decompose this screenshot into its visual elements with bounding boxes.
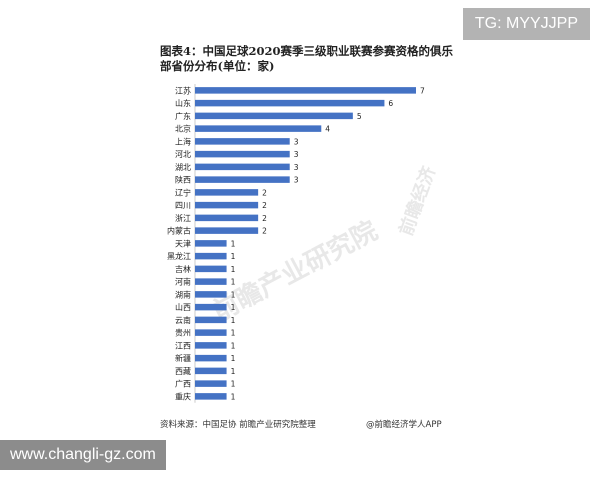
- source-note: 资料来源：中国足协 前瞻产业研究院整理: [160, 420, 316, 430]
- chart-title: 图表4：中国足球2020赛季三级职业联赛参赛资格的俱乐部省份分布(单位：家): [160, 44, 454, 73]
- bar: [195, 112, 353, 120]
- value-label: 1: [231, 354, 236, 363]
- value-label: 1: [231, 290, 236, 299]
- bar: [195, 125, 322, 132]
- tg-badge: TG: MYYJJPP: [462, 8, 590, 40]
- bar: [195, 252, 227, 260]
- value-label: 2: [262, 227, 267, 236]
- category-label: 江西: [175, 341, 191, 350]
- category-label: 广西: [175, 379, 191, 389]
- bar: [195, 240, 227, 247]
- bar: [195, 99, 385, 107]
- category-label: 四川: [175, 201, 191, 210]
- category-label: 辽宁: [175, 187, 191, 197]
- category-label: 西藏: [175, 366, 191, 376]
- value-label: 2: [262, 201, 267, 210]
- value-label: 1: [231, 341, 236, 350]
- value-label: 1: [231, 380, 236, 389]
- category-label: 山西: [175, 302, 191, 312]
- bar: [195, 342, 227, 349]
- bar: [195, 176, 290, 183]
- bar: [195, 380, 227, 387]
- value-label: 1: [231, 329, 236, 338]
- brand-note: @前瞻经济学人APP: [366, 420, 442, 430]
- category-label: 江苏: [175, 85, 191, 95]
- category-label: 上海: [175, 136, 191, 146]
- bar: [195, 393, 227, 400]
- value-label: 4: [325, 125, 330, 134]
- value-label: 1: [231, 367, 236, 376]
- value-label: 1: [231, 303, 236, 312]
- value-label: 5: [357, 112, 362, 121]
- category-label: 北京: [175, 124, 191, 134]
- site-badge: www.changli-gz.com: [0, 440, 166, 470]
- value-label: 3: [294, 150, 299, 159]
- value-label: 1: [231, 265, 236, 274]
- category-label: 云南: [175, 315, 191, 325]
- bar: [195, 329, 227, 336]
- value-label: 2: [262, 214, 267, 223]
- value-label: 1: [231, 278, 236, 287]
- value-label: 3: [294, 163, 299, 172]
- category-label: 河北: [175, 149, 191, 159]
- bar: [195, 316, 227, 324]
- category-label: 重庆: [175, 391, 191, 401]
- bar: [195, 367, 227, 375]
- bar: [195, 303, 227, 311]
- bar: [195, 214, 259, 222]
- value-label: 1: [231, 316, 236, 325]
- category-label: 广东: [175, 111, 191, 121]
- bar: [195, 227, 259, 234]
- category-label: 湖北: [175, 163, 191, 172]
- category-label: 黑龙江: [167, 251, 191, 261]
- value-label: 3: [294, 176, 299, 185]
- bar: [195, 291, 227, 298]
- bar: [195, 189, 259, 196]
- category-label: 浙江: [175, 213, 191, 223]
- category-label: 山东: [175, 98, 191, 108]
- value-label: 6: [388, 99, 393, 108]
- category-label: 新疆: [175, 353, 191, 363]
- category-label: 河南: [175, 277, 191, 287]
- category-label: 陕西: [175, 175, 191, 185]
- category-label: 湖南: [175, 289, 191, 299]
- bar: [195, 354, 227, 362]
- value-label: 3: [294, 137, 299, 146]
- category-label: 内蒙古: [167, 226, 191, 236]
- bar: [195, 87, 416, 94]
- category-label: 贵州: [175, 328, 191, 338]
- category-label: 天津: [175, 238, 191, 248]
- bar: [195, 278, 227, 285]
- bar: [195, 138, 290, 145]
- category-label: 吉林: [175, 264, 191, 274]
- value-label: 1: [231, 239, 236, 248]
- value-label: 1: [231, 252, 236, 261]
- bar: [195, 150, 290, 158]
- bar: [195, 163, 290, 171]
- value-label: 2: [262, 188, 267, 197]
- bar: [195, 265, 227, 273]
- value-label: 1: [231, 392, 236, 401]
- value-label: 7: [420, 86, 425, 95]
- bar: [195, 201, 259, 209]
